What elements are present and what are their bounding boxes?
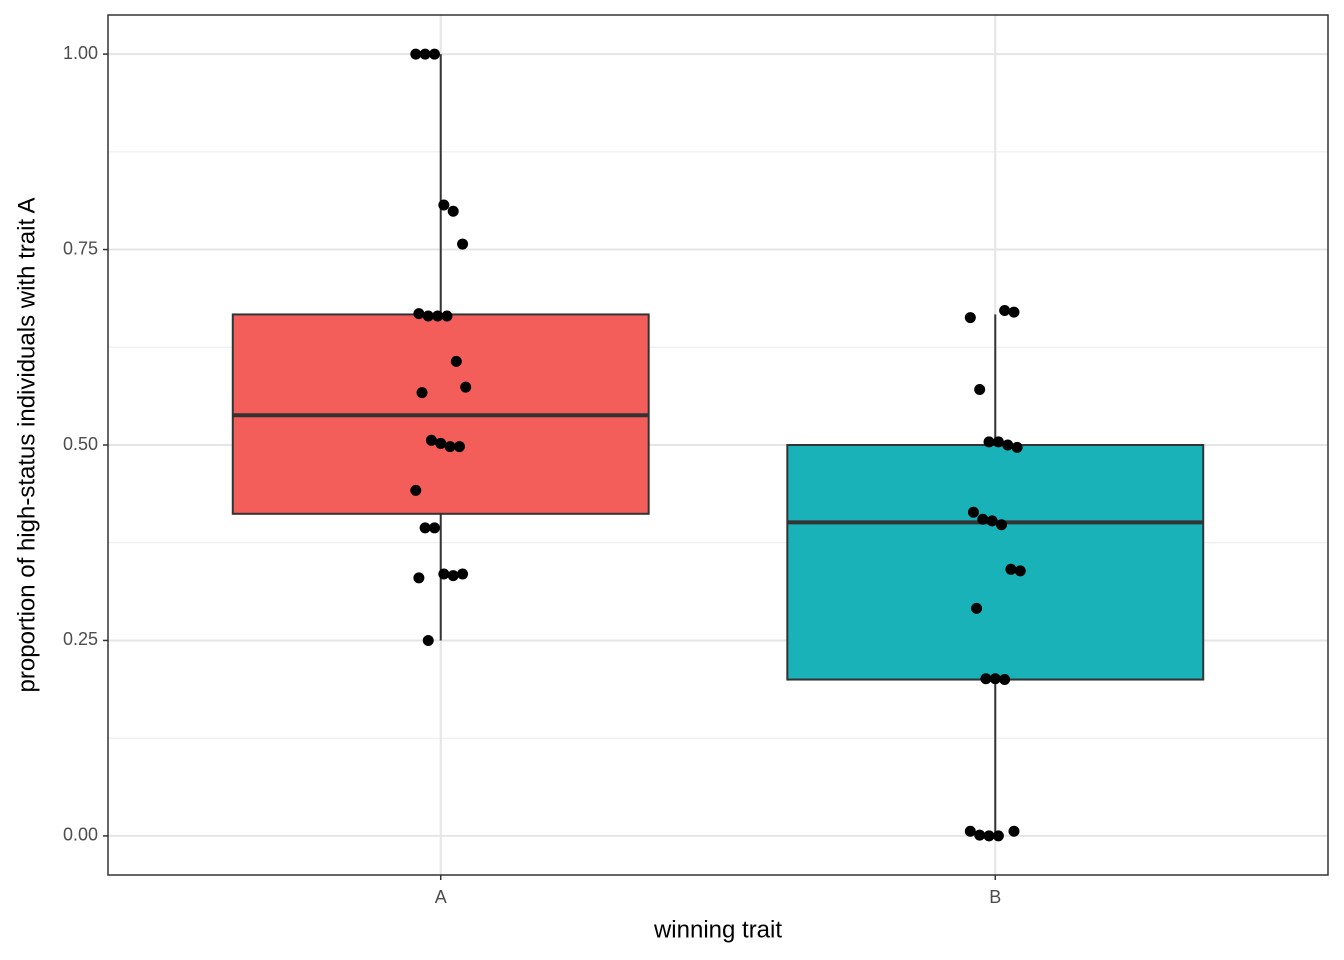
point	[986, 515, 998, 527]
point	[435, 437, 447, 449]
panel-border	[107, 14, 1329, 876]
box	[786, 444, 1205, 681]
point	[1002, 439, 1014, 451]
point	[419, 522, 431, 534]
point	[450, 355, 462, 367]
point	[444, 441, 456, 453]
y-tick-label: 0.00	[63, 825, 98, 845]
point	[438, 568, 450, 580]
point	[983, 436, 995, 448]
point	[964, 312, 976, 324]
point	[980, 673, 992, 685]
point	[1008, 825, 1020, 837]
point	[999, 305, 1011, 317]
point	[996, 519, 1008, 531]
point	[453, 441, 465, 453]
point	[992, 830, 1004, 842]
point	[974, 829, 986, 841]
point	[977, 513, 989, 525]
x-tick-label: B	[989, 887, 1001, 907]
point	[447, 205, 459, 217]
point	[460, 381, 472, 393]
x-axis-title: winning trait	[653, 916, 782, 943]
point	[999, 674, 1011, 686]
point	[971, 602, 983, 614]
point	[447, 570, 459, 582]
point	[992, 436, 1004, 448]
y-axis-title: proportion of high-status individuals wi…	[13, 198, 40, 693]
point	[413, 572, 425, 584]
point	[964, 825, 976, 837]
point	[432, 310, 444, 322]
point	[967, 506, 979, 518]
point	[419, 48, 431, 60]
point	[1005, 563, 1017, 575]
point	[438, 199, 450, 211]
y-tick-label: 0.25	[63, 629, 98, 649]
x-tick-label: A	[435, 887, 447, 907]
point	[416, 387, 428, 399]
point	[425, 434, 437, 446]
y-tick-label: 0.50	[63, 434, 98, 454]
point	[428, 48, 440, 60]
point	[410, 484, 422, 496]
point	[422, 310, 434, 322]
point	[1011, 441, 1023, 453]
point	[989, 673, 1001, 685]
point	[441, 310, 453, 322]
point	[974, 383, 986, 395]
y-tick-label: 1.00	[63, 43, 98, 63]
point	[413, 308, 425, 320]
point	[422, 634, 434, 646]
point	[457, 238, 469, 250]
point	[457, 568, 469, 580]
y-tick-label: 0.75	[63, 238, 98, 258]
point	[410, 48, 422, 60]
point	[428, 522, 440, 534]
point	[1014, 565, 1026, 577]
point	[1008, 306, 1020, 318]
point	[983, 830, 995, 842]
